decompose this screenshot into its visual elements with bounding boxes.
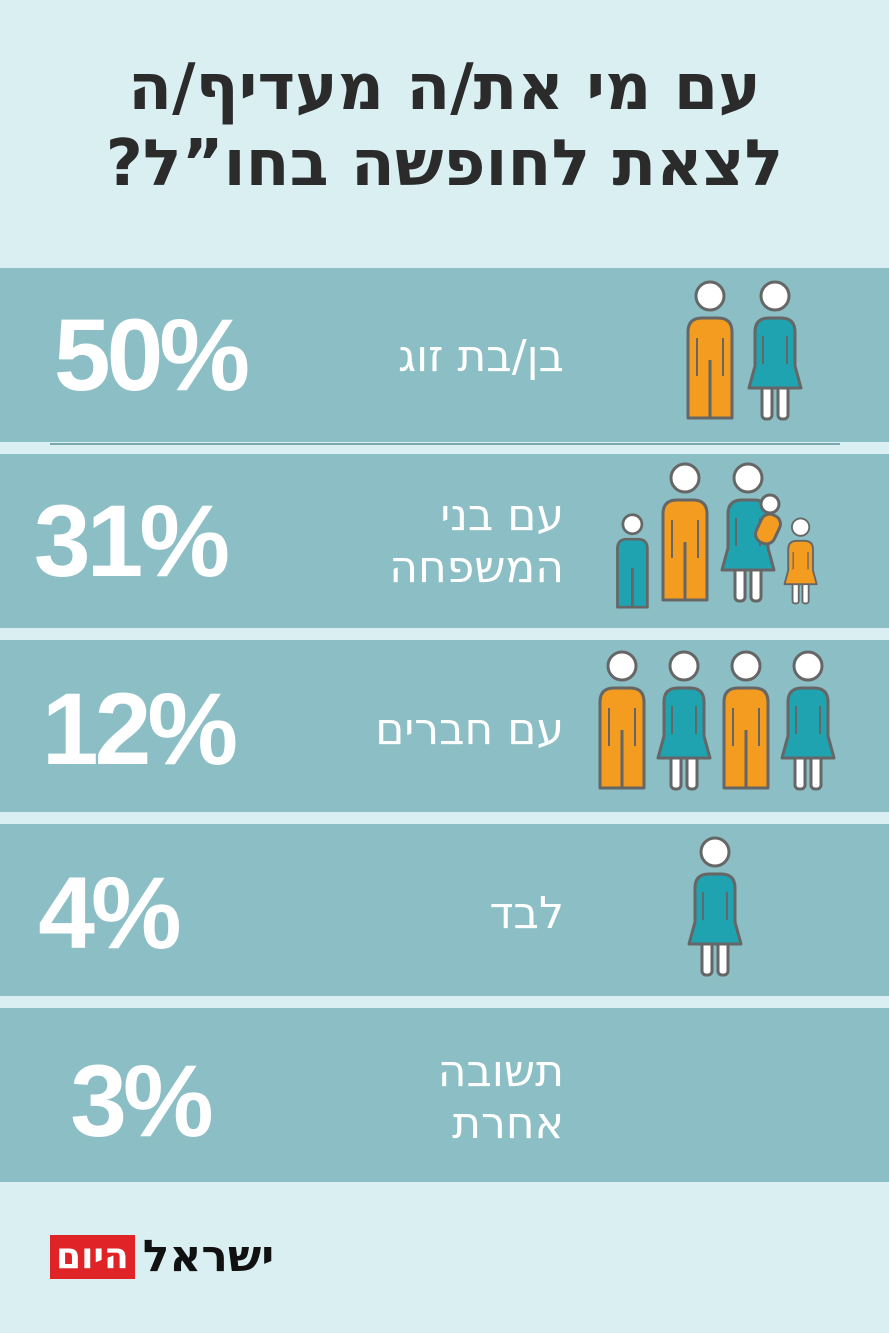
boy-figure — [616, 513, 649, 609]
value-label: 12% — [41, 672, 238, 786]
value-label: 31% — [33, 484, 230, 598]
category-label: עם חברים — [375, 704, 564, 755]
row-couple: 50% בן/בת זוג — [0, 268, 889, 442]
family-icon — [616, 462, 818, 609]
woman-figure — [687, 836, 743, 977]
israel-hayom-logo: היום ישראל — [50, 1232, 274, 1282]
friends-icon — [598, 650, 836, 791]
chart-title: עם מי את/ה מעדיף/ה לצאת לחופשה בחו”ל? — [0, 50, 889, 202]
value-label: 4% — [38, 856, 181, 970]
mother-figure — [720, 462, 782, 603]
girl-figure — [783, 517, 818, 605]
row-friends: 12% עם חברים — [0, 640, 889, 812]
category-label: תשובה אחרת — [437, 1046, 564, 1149]
woman-figure — [780, 650, 836, 791]
father-figure — [661, 462, 709, 602]
row-other: 3% תשובה אחרת — [0, 1008, 889, 1182]
woman-figure — [747, 280, 803, 421]
couple-icon — [686, 280, 803, 421]
category-label: בן/בת זוג — [398, 331, 564, 382]
man-figure — [722, 650, 770, 790]
value-label: 3% — [70, 1044, 213, 1158]
row-divider — [50, 443, 840, 445]
single-person-icon — [687, 836, 743, 977]
woman-figure — [656, 650, 712, 791]
title-line-2: לצאת לחופשה בחו”ל? — [105, 127, 784, 201]
logo-black-part: ישראל — [142, 1231, 275, 1282]
value-label: 50% — [53, 298, 250, 412]
title-line-1: עם מי את/ה מעדיף/ה — [128, 51, 761, 125]
man-figure — [598, 650, 646, 790]
category-label: לבד — [489, 888, 564, 939]
man-figure — [686, 280, 734, 420]
category-label: עם בני המשפחה — [389, 490, 564, 593]
logo-red-part: היום — [50, 1235, 135, 1279]
row-family: 31% עם בני המשפחה — [0, 454, 889, 628]
row-alone: 4% לבד — [0, 824, 889, 996]
